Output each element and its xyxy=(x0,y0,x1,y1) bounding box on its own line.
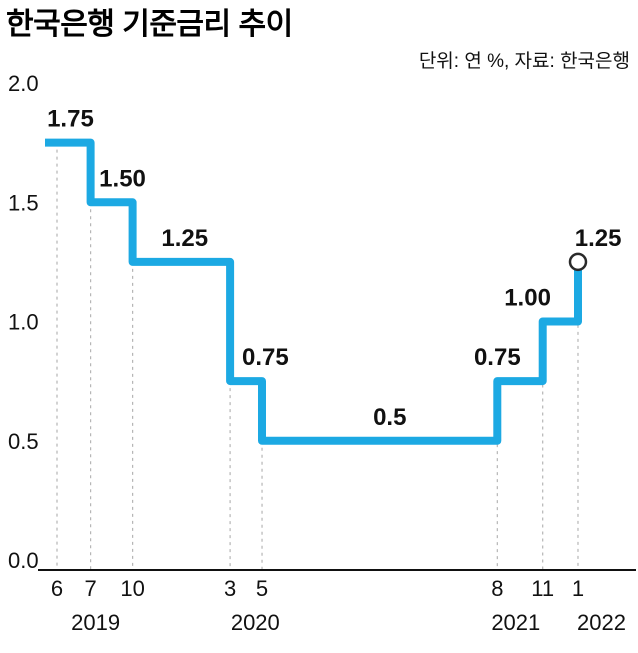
value-label: 1.50 xyxy=(99,165,146,192)
x-year-label: 2019 xyxy=(71,610,120,635)
value-label: 1.75 xyxy=(47,105,94,132)
value-label: 0.75 xyxy=(474,344,521,371)
unit-source-note: 단위: 연 %, 자료: 한국은행 xyxy=(418,50,630,72)
y-tick-label: 1.5 xyxy=(8,190,39,215)
value-label: 1.25 xyxy=(161,224,208,251)
y-tick-label: 0.0 xyxy=(8,548,39,573)
value-label: 1.25 xyxy=(575,224,622,251)
x-tick-label: 5 xyxy=(256,576,268,601)
page-title: 한국은행 기준금리 추이 xyxy=(6,8,293,41)
y-tick-label: 0.5 xyxy=(8,428,39,453)
y-tick-label: 2.0 xyxy=(8,73,39,96)
y-tick-label: 1.0 xyxy=(8,309,39,334)
x-tick-label: 7 xyxy=(84,576,96,601)
value-label: 0.75 xyxy=(242,344,289,371)
x-year-label: 2021 xyxy=(491,610,540,635)
rate-step-chart: 0.0 0.5 1.0 1.5 2.0 6 7 10 3 5 8 11 1 2019 2020 2021 202… xyxy=(0,71,638,648)
x-tick-label: 10 xyxy=(120,576,144,601)
x-tick-label: 11 xyxy=(531,576,554,601)
x-year-label: 2022 xyxy=(577,610,626,635)
x-year-label: 2020 xyxy=(231,610,280,635)
x-tick-label: 8 xyxy=(491,576,503,601)
value-label: 0.5 xyxy=(373,403,406,430)
rate-step-line xyxy=(45,138,582,445)
x-tick-label: 1 xyxy=(572,576,584,601)
x-tick-label: 3 xyxy=(224,576,236,601)
x-tick-label: 6 xyxy=(51,576,63,601)
value-label: 1.00 xyxy=(504,284,551,311)
endpoint-open-marker xyxy=(568,252,588,271)
chart-header: 한국은행 기준금리 추이 단위: 연 %, 자료: 한국은행 xyxy=(0,0,638,73)
